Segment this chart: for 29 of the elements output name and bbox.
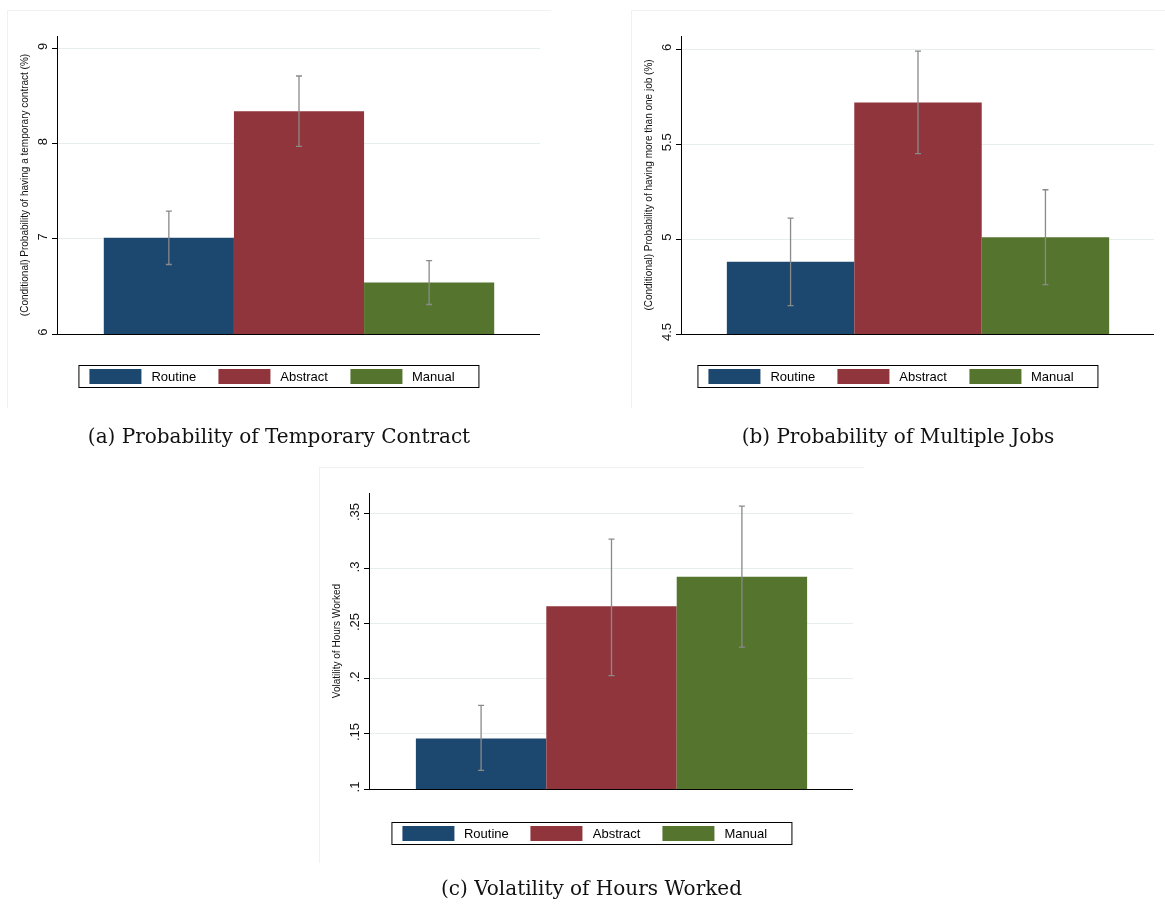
legend-label: Routine xyxy=(463,826,509,841)
y-axis-title: Volatility of Hours Worked xyxy=(330,583,342,699)
legend-label: Routine xyxy=(151,369,197,384)
y-tick-label: .15 xyxy=(346,722,362,742)
legend-label: Manual xyxy=(411,369,455,384)
y-tick-label: 6 xyxy=(658,43,674,51)
y-tick-label: .2 xyxy=(346,671,362,683)
legend-label: Routine xyxy=(770,369,816,384)
y-axis-title: (Conditional) Probability of having a temporary contract (%) xyxy=(18,53,30,317)
y-axis-title: (Conditional) Probability of having more than one job (%) xyxy=(642,59,654,311)
y-tick-label: .1 xyxy=(346,781,362,793)
y-tick-label: 7 xyxy=(34,233,50,241)
y-tick-label: 5 xyxy=(658,233,674,241)
legend-label: Abstract xyxy=(592,826,641,841)
y-tick-label: .3 xyxy=(346,561,362,573)
legend-label: Manual xyxy=(1030,369,1074,384)
legend-label: Abstract xyxy=(899,369,947,384)
text: (a) Probability of Temporary Contract xyxy=(86,424,472,448)
y-tick-label: 4.5 xyxy=(658,323,674,342)
y-tick-label: 8 xyxy=(34,138,50,146)
y-tick-label: 6 xyxy=(34,328,50,336)
y-tick-label: 5.5 xyxy=(658,133,674,152)
text: (c) Volatility of Hours Worked xyxy=(440,876,743,900)
legend-label: Manual xyxy=(724,826,768,841)
legend-label: Abstract xyxy=(280,369,328,384)
y-tick-label: .35 xyxy=(346,502,362,521)
y-tick-label: .25 xyxy=(346,612,362,632)
y-tick-label: 9 xyxy=(34,42,50,51)
text: (b) Probability of Multiple Jobs xyxy=(740,424,1056,448)
